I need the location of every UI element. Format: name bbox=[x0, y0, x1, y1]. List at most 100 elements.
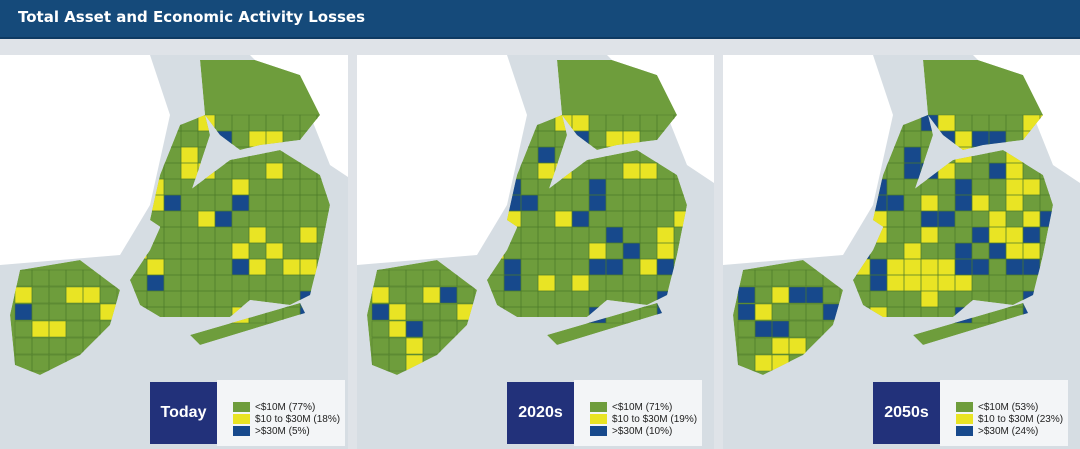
district-patch bbox=[674, 211, 687, 227]
district-patch bbox=[589, 195, 606, 211]
district-patch bbox=[972, 195, 989, 211]
district-patch bbox=[887, 275, 904, 291]
district-patch bbox=[164, 195, 181, 211]
legend-swatch bbox=[590, 414, 607, 424]
legend-text: >$30M (5%) bbox=[255, 425, 310, 437]
district-patch bbox=[921, 259, 938, 275]
district-patch bbox=[806, 287, 823, 303]
district-patch bbox=[870, 259, 887, 275]
district-patch bbox=[1023, 131, 1040, 147]
district-patch bbox=[870, 227, 887, 243]
legend-item: $10 to $30M (19%) bbox=[574, 413, 702, 425]
district-patch bbox=[406, 338, 423, 354]
district-patch bbox=[487, 243, 504, 259]
district-patch bbox=[147, 275, 164, 291]
district-patch bbox=[572, 131, 589, 147]
district-outline bbox=[822, 354, 841, 372]
district-outline bbox=[99, 354, 118, 372]
district-patch bbox=[606, 227, 623, 243]
district-patch bbox=[266, 243, 283, 259]
district-patch bbox=[921, 115, 938, 131]
district-patch bbox=[1006, 195, 1023, 211]
district-patch bbox=[938, 115, 955, 131]
district-patch bbox=[572, 115, 589, 131]
nyc-map bbox=[0, 55, 348, 375]
district-patch bbox=[657, 243, 674, 259]
district-patch bbox=[870, 307, 887, 323]
legend-item: <$10M (53%) bbox=[940, 401, 1068, 413]
district-patch bbox=[887, 195, 904, 211]
legend-text: <$10M (77%) bbox=[255, 401, 316, 413]
district-outline bbox=[673, 274, 687, 292]
district-outline bbox=[99, 286, 118, 304]
district-patch bbox=[83, 287, 100, 303]
district-patch bbox=[921, 291, 938, 307]
district-patch bbox=[823, 338, 840, 354]
district-patch bbox=[100, 304, 117, 320]
district-patch bbox=[789, 287, 806, 303]
district-patch bbox=[806, 355, 823, 371]
district-patch bbox=[1023, 291, 1040, 307]
legend-swatch bbox=[590, 426, 607, 436]
district-outline bbox=[656, 146, 675, 164]
district-patch bbox=[972, 227, 989, 243]
district-patch bbox=[181, 163, 198, 179]
district-outline bbox=[129, 242, 148, 260]
district-patch bbox=[372, 287, 389, 303]
district-patch bbox=[32, 321, 49, 337]
district-patch bbox=[249, 131, 266, 147]
district-patch bbox=[555, 115, 572, 131]
legend-item: >$30M (24%) bbox=[940, 425, 1068, 437]
district-outline bbox=[299, 146, 318, 164]
district-patch bbox=[921, 227, 938, 243]
legend-swatch bbox=[233, 426, 250, 436]
district-patch bbox=[130, 243, 147, 259]
district-patch bbox=[1006, 163, 1023, 179]
legend-item: >$30M (10%) bbox=[574, 425, 702, 437]
district-patch bbox=[989, 227, 1006, 243]
district-patch bbox=[555, 163, 572, 179]
district-patch bbox=[887, 259, 904, 275]
district-patch bbox=[1006, 227, 1023, 243]
district-patch bbox=[938, 275, 955, 291]
district-outline bbox=[1039, 258, 1053, 276]
borough-rockaway bbox=[547, 303, 662, 345]
district-patch bbox=[989, 211, 1006, 227]
legend-item: >$30M (5%) bbox=[217, 425, 345, 437]
district-patch bbox=[606, 259, 623, 275]
legend-item: <$10M (77%) bbox=[217, 401, 345, 413]
district-patch bbox=[904, 275, 921, 291]
district-patch bbox=[772, 321, 789, 337]
district-patch bbox=[538, 275, 555, 291]
district-patch bbox=[572, 275, 589, 291]
district-patch bbox=[623, 131, 640, 147]
district-patch bbox=[266, 163, 283, 179]
page-title: Total Asset and Economic Activity Losses bbox=[18, 8, 366, 26]
district-patch bbox=[955, 179, 972, 195]
district-patch bbox=[870, 211, 887, 227]
district-patch bbox=[215, 131, 232, 147]
district-outline bbox=[1022, 146, 1041, 164]
district-patch bbox=[198, 163, 215, 179]
district-outline bbox=[82, 354, 101, 372]
district-patch bbox=[83, 355, 100, 371]
district-patch bbox=[823, 304, 840, 320]
district-patch bbox=[755, 321, 772, 337]
district-patch bbox=[457, 304, 474, 320]
district-outline bbox=[486, 242, 505, 260]
district-patch bbox=[589, 307, 606, 323]
title-bar: Total Asset and Economic Activity Losses bbox=[0, 0, 1080, 39]
legend-swatch bbox=[590, 402, 607, 412]
district-patch bbox=[572, 211, 589, 227]
district-patch bbox=[904, 243, 921, 259]
district-patch bbox=[674, 275, 687, 291]
district-patch bbox=[147, 259, 164, 275]
district-patch bbox=[823, 355, 840, 371]
legend-text: <$10M (71%) bbox=[612, 401, 673, 413]
legend-text: $10 to $30M (19%) bbox=[612, 413, 698, 425]
district-outline bbox=[456, 286, 475, 304]
district-outline bbox=[1039, 290, 1053, 308]
district-patch bbox=[870, 275, 887, 291]
district-patch bbox=[1023, 179, 1040, 195]
district-patch bbox=[249, 227, 266, 243]
